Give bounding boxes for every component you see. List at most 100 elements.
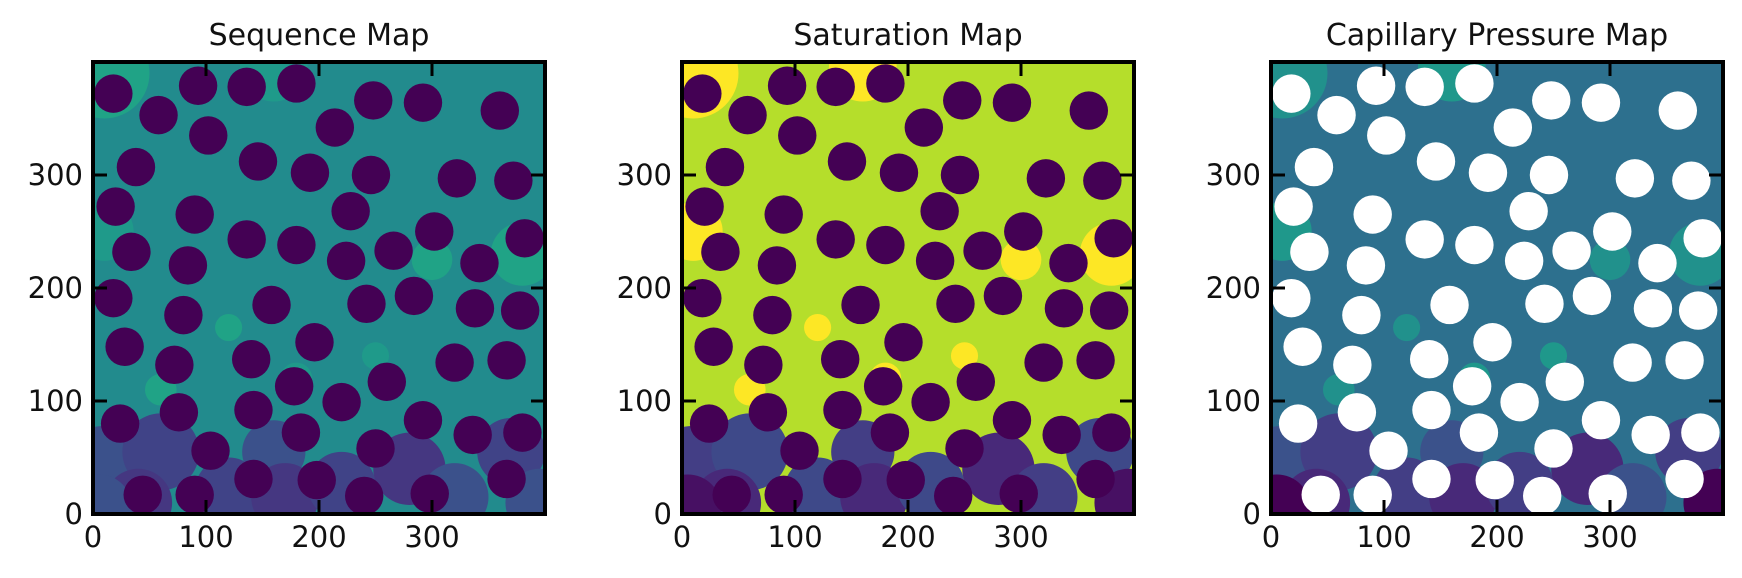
grain bbox=[1500, 382, 1539, 422]
grain bbox=[227, 67, 266, 107]
grain bbox=[100, 404, 140, 443]
grain bbox=[354, 81, 393, 120]
grain bbox=[841, 285, 880, 325]
grain bbox=[936, 284, 975, 324]
grain bbox=[1683, 219, 1722, 258]
grain bbox=[367, 362, 407, 401]
grain bbox=[863, 367, 903, 406]
grain bbox=[191, 431, 230, 470]
x-tick-label: 0 bbox=[1262, 520, 1280, 554]
grain bbox=[1042, 415, 1081, 455]
grain bbox=[748, 393, 788, 432]
grain bbox=[503, 413, 542, 452]
grain bbox=[374, 231, 413, 270]
grain bbox=[827, 142, 867, 181]
grain bbox=[1681, 413, 1720, 452]
grain bbox=[290, 153, 330, 192]
grain bbox=[689, 404, 729, 443]
grain bbox=[1346, 246, 1386, 285]
grain bbox=[1473, 323, 1512, 362]
grain bbox=[344, 476, 384, 514]
grain bbox=[963, 231, 1002, 270]
grain bbox=[705, 147, 745, 187]
grain bbox=[1593, 212, 1632, 251]
grain bbox=[238, 142, 278, 181]
grain bbox=[175, 195, 214, 234]
x-tick-label: 0 bbox=[84, 520, 102, 554]
grain bbox=[780, 431, 819, 470]
grain bbox=[764, 195, 803, 234]
grain bbox=[1588, 474, 1627, 513]
grain bbox=[1076, 341, 1115, 380]
grain bbox=[227, 220, 266, 259]
grain bbox=[1581, 83, 1621, 122]
grain bbox=[911, 382, 950, 422]
heatmap-saturation: 0 100 200 300 0 100 200 300 bbox=[617, 60, 1136, 554]
grain bbox=[455, 289, 495, 328]
grain bbox=[322, 382, 361, 422]
grain bbox=[685, 187, 724, 226]
chart-title: Capillary Pressure Map bbox=[1326, 18, 1668, 53]
grain bbox=[753, 295, 792, 335]
grain bbox=[1455, 64, 1494, 103]
grain bbox=[277, 225, 316, 265]
grain bbox=[1412, 459, 1451, 499]
grain bbox=[231, 339, 271, 379]
x-tick-label: 100 bbox=[767, 520, 822, 554]
grain bbox=[1545, 362, 1585, 401]
grain bbox=[1044, 289, 1084, 328]
heatmap-invaded-region bbox=[1271, 474, 1311, 514]
grain bbox=[933, 476, 973, 514]
grain bbox=[281, 413, 321, 452]
chart-title: Saturation Map bbox=[793, 18, 1022, 53]
grain bbox=[1337, 393, 1377, 432]
y-tick-label: 0 bbox=[654, 497, 672, 531]
grain bbox=[920, 191, 959, 231]
grain bbox=[487, 341, 526, 380]
grain bbox=[1613, 343, 1652, 382]
y-tick-label: 100 bbox=[617, 384, 672, 418]
grain bbox=[1342, 295, 1381, 335]
grain bbox=[701, 232, 740, 272]
x-tick-label: 0 bbox=[673, 520, 691, 554]
panel-capillary-pressure-map: Capillary Pressure Map 0 100 200 300 0 100 200… bbox=[1206, 18, 1725, 554]
grain bbox=[1317, 95, 1356, 135]
heatmap-patch bbox=[1393, 313, 1421, 342]
grain bbox=[480, 91, 520, 130]
grain bbox=[823, 390, 862, 430]
grain bbox=[1283, 327, 1322, 366]
grain bbox=[886, 460, 925, 500]
y-tick-label: 100 bbox=[28, 384, 83, 418]
grain bbox=[415, 212, 454, 251]
grain bbox=[410, 474, 449, 513]
grain bbox=[866, 64, 905, 103]
grain bbox=[1475, 460, 1514, 500]
grain bbox=[1369, 431, 1408, 470]
x-tick-label: 200 bbox=[1469, 520, 1524, 554]
grain bbox=[1522, 476, 1562, 514]
grain bbox=[983, 276, 1023, 316]
x-tick-label: 300 bbox=[993, 520, 1048, 554]
grain bbox=[904, 108, 944, 147]
grain bbox=[1004, 212, 1043, 251]
grain bbox=[1525, 284, 1564, 324]
grain bbox=[1294, 147, 1334, 187]
heatmap-patch bbox=[1539, 342, 1568, 370]
x-tick-label: 100 bbox=[1356, 520, 1411, 554]
heatmap-patch bbox=[215, 313, 243, 342]
panel-sequence-map: Sequence Map 0 100 200 300 0 100 200 300 bbox=[28, 18, 547, 554]
grain bbox=[778, 116, 817, 155]
grain bbox=[1572, 276, 1612, 316]
x-tick-label: 200 bbox=[291, 520, 346, 554]
grain bbox=[712, 475, 751, 514]
y-tick-label: 100 bbox=[1206, 384, 1261, 418]
grain bbox=[945, 429, 984, 468]
heatmap-invaded-region bbox=[93, 474, 133, 514]
grain bbox=[1532, 81, 1571, 120]
grain bbox=[1665, 341, 1704, 380]
grain bbox=[453, 415, 492, 455]
grain bbox=[1672, 161, 1711, 200]
grain bbox=[1504, 241, 1544, 281]
grain bbox=[1094, 219, 1133, 258]
grain bbox=[992, 401, 1032, 440]
